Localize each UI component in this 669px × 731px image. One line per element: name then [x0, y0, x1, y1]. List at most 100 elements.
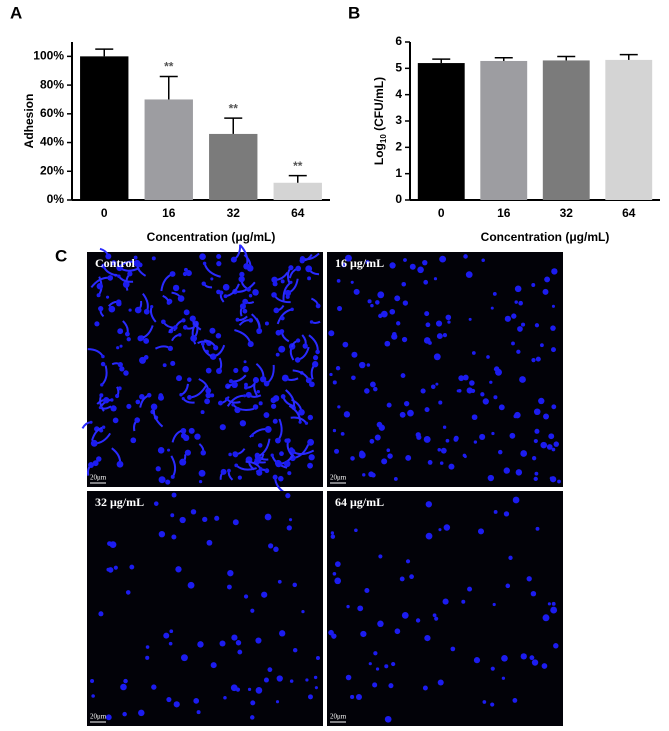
cell [534, 323, 540, 328]
cell [289, 447, 294, 452]
cell [388, 683, 394, 689]
cell [498, 404, 505, 411]
cell [330, 534, 336, 539]
cell [98, 305, 104, 312]
cell [275, 437, 281, 444]
cell [298, 420, 302, 424]
cell [255, 637, 262, 644]
cell [143, 338, 150, 344]
x-axis-label: Concentration (μg/mL) [147, 230, 276, 244]
cell [210, 393, 215, 398]
cell [115, 393, 120, 399]
cell [115, 299, 122, 305]
cell [432, 613, 437, 618]
cell [415, 432, 421, 438]
cell [145, 645, 150, 649]
cell [100, 383, 104, 387]
y-tick-label: 100% [33, 49, 64, 63]
cell [531, 358, 536, 363]
cell [422, 685, 428, 691]
cell [491, 431, 495, 436]
cell [170, 513, 175, 518]
cell [217, 400, 223, 406]
cell [234, 463, 239, 468]
cell [120, 683, 127, 691]
cell [280, 279, 285, 284]
cell [270, 453, 274, 457]
cell [533, 438, 538, 444]
cell [117, 362, 123, 368]
cell [117, 386, 122, 391]
cell [239, 303, 246, 310]
cell [222, 283, 230, 291]
cell [384, 715, 392, 723]
cell [399, 411, 406, 418]
cell [219, 424, 226, 431]
cell [134, 417, 141, 423]
cell [521, 322, 526, 327]
cell [511, 313, 517, 319]
cell [244, 382, 248, 387]
cell [370, 303, 374, 308]
cell [230, 256, 237, 263]
cell [315, 655, 320, 660]
cell [286, 525, 292, 531]
cell [242, 365, 249, 373]
cell [179, 393, 183, 397]
cell [289, 280, 293, 284]
cell [288, 265, 294, 271]
cell [247, 341, 254, 348]
cell [494, 366, 500, 372]
y-tick-label: 40% [40, 135, 64, 149]
cell [204, 398, 211, 405]
cell [466, 387, 473, 394]
cell [258, 401, 263, 406]
cell [315, 349, 320, 355]
cell [128, 308, 132, 312]
cell [134, 306, 142, 314]
cell [514, 300, 518, 304]
cell [490, 306, 494, 310]
cell [493, 395, 498, 400]
cell [167, 448, 171, 452]
cell [137, 335, 144, 342]
cell [511, 341, 515, 346]
cell [158, 530, 166, 538]
bar [480, 60, 528, 201]
y-label-part: 10 [379, 134, 388, 143]
cell [169, 629, 174, 634]
cell [425, 501, 433, 508]
cell [305, 377, 312, 384]
cell [394, 628, 401, 635]
cell [422, 259, 428, 266]
y-tick-label: 3 [395, 113, 402, 127]
cell [90, 679, 95, 684]
cell [490, 702, 495, 707]
cell [334, 561, 341, 567]
cell [341, 262, 347, 268]
cell [367, 299, 372, 304]
cell [534, 428, 540, 434]
cell [172, 325, 178, 330]
cell [242, 308, 248, 314]
cell [401, 612, 409, 619]
cell [497, 449, 503, 455]
cell [461, 599, 466, 604]
cell [205, 367, 212, 374]
cell [179, 458, 187, 466]
cell [501, 676, 506, 680]
cell [263, 677, 269, 683]
cell [343, 411, 351, 418]
x-tick-label: 64 [622, 206, 636, 220]
cell [256, 328, 263, 334]
cell [279, 630, 286, 637]
x-tick-label: 16 [497, 206, 511, 220]
cell [205, 387, 212, 394]
cell [417, 266, 424, 274]
cell [365, 260, 370, 265]
cell [180, 428, 185, 432]
cell [438, 528, 442, 532]
cell [91, 694, 95, 698]
cell [442, 598, 449, 605]
